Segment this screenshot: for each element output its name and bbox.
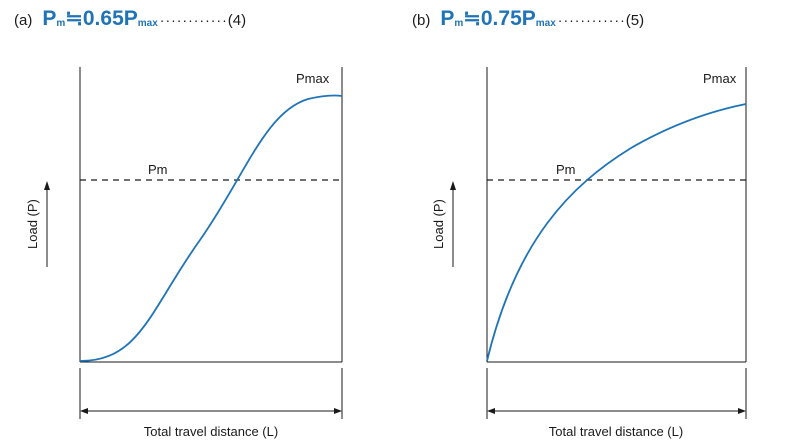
formula: Pm≒0.75Pmax [440,7,556,30]
y-axis-label: Load (P) [25,199,40,249]
load-curve [486,103,747,362]
leader-dots: ············ [557,12,626,28]
x-axis-label: Total travel distance (L) [549,424,683,439]
y-arrowhead [450,181,456,190]
heading-b: (b) Pm≒0.75Pmax ············ (5) [412,6,644,31]
equation-number: (5) [625,12,645,29]
dim-arrowhead-right [738,408,746,414]
load-curve [79,94,343,362]
pm-label: Pm [556,162,576,177]
panel-b: (b) Pm≒0.75Pmax ············ (5) Pmax Pm… [396,0,791,443]
dim-arrowhead-left [80,408,88,414]
y-axis-label: Load (P) [431,199,446,249]
pm-label: Pm [148,162,168,177]
pmax-label: Pmax [296,71,330,86]
heading-a: (a) Pm≒0.65Pmax ············ (4) [14,6,246,31]
x-axis-label: Total travel distance (L) [144,424,278,439]
panel-tag: (a) [14,12,33,29]
panel-a: (a) Pm≒0.65Pmax ············ (4) Pmax Pm… [0,0,395,443]
dim-arrowhead-left [487,408,495,414]
equation-number: (4) [227,12,247,29]
panel-tag: (b) [412,12,431,29]
dim-arrowhead-right [334,408,342,414]
y-arrowhead [44,181,50,190]
pmax-label: Pmax [703,71,737,86]
plot-b: Pmax Pm Load (P) Total travel distance (… [431,67,747,439]
leader-dots: ············ [159,12,228,28]
plot-a: Pmax Pm Load (P) Total travel distance (… [25,67,343,439]
formula: Pm≒0.65Pmax [42,7,158,30]
